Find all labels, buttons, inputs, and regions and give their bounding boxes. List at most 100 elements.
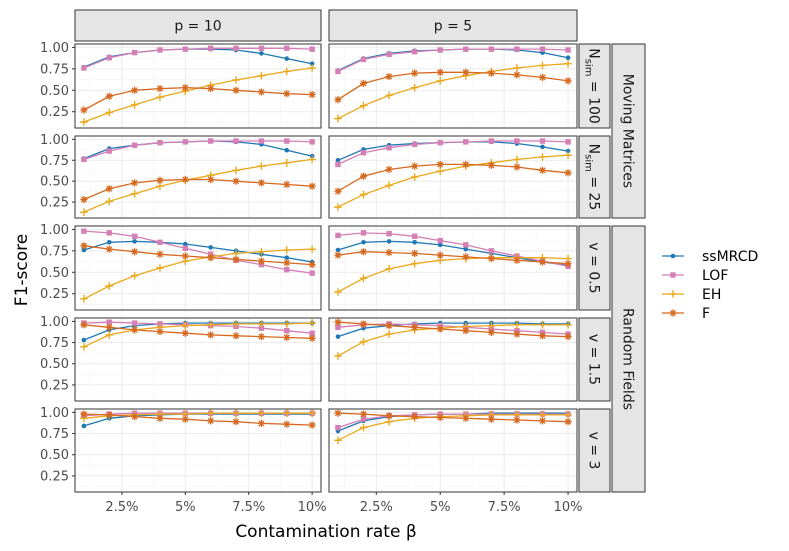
group-strip-moving-matrices: Moving Matrices xyxy=(611,43,646,219)
panel-border xyxy=(328,317,578,402)
group-strip-label: Random Fields xyxy=(620,308,636,410)
data-point-ssmrcd xyxy=(284,147,290,153)
data-point-lof xyxy=(207,138,214,144)
data-point-f xyxy=(283,180,291,189)
data-point-eh xyxy=(513,64,521,72)
data-point-f xyxy=(308,421,316,429)
series-line-lof xyxy=(337,48,569,72)
series-f xyxy=(334,68,572,104)
panel-border xyxy=(328,135,578,219)
data-point-f xyxy=(105,185,113,193)
data-point-f xyxy=(538,166,547,174)
data-point-f xyxy=(181,329,189,337)
group-strip-random-fields: Random Fields xyxy=(611,225,646,493)
data-point-lof xyxy=(207,45,214,51)
series-line-lof xyxy=(83,140,313,161)
data-point-lof xyxy=(157,47,163,53)
data-point-lof xyxy=(437,139,443,146)
row-strip-label: v = 0.5 xyxy=(586,242,602,293)
data-point-eh xyxy=(257,409,266,418)
y-tick-label: 0.25 xyxy=(40,469,69,484)
data-point-f xyxy=(257,419,266,427)
data-point-f xyxy=(130,179,139,187)
series-eh xyxy=(334,151,572,211)
data-point-f xyxy=(334,96,342,104)
data-point-lof xyxy=(81,65,87,71)
data-point-ssmrcd xyxy=(284,56,290,61)
data-point-f xyxy=(487,415,495,423)
data-point-f xyxy=(257,333,266,341)
data-point-f xyxy=(105,323,113,331)
series-f xyxy=(334,248,572,268)
data-point-eh xyxy=(385,181,393,190)
data-point-f xyxy=(487,161,495,169)
series-line-ssmrcd xyxy=(83,240,313,263)
data-point-f xyxy=(257,88,266,96)
data-point-eh xyxy=(156,93,164,101)
panel-border xyxy=(328,408,578,493)
data-point-f xyxy=(436,68,444,76)
data-point-lof xyxy=(284,267,290,273)
data-point-eh xyxy=(513,320,521,329)
data-point-f xyxy=(513,256,521,264)
y-tick-label: 0.25 xyxy=(40,287,69,302)
data-point-eh xyxy=(282,320,291,328)
data-point-f xyxy=(411,413,419,421)
series-f xyxy=(80,321,316,342)
strip-background xyxy=(74,9,322,42)
data-point-eh xyxy=(538,61,547,70)
data-point-f xyxy=(462,327,470,335)
data-point-eh xyxy=(282,67,291,76)
panel-border xyxy=(74,317,322,402)
data-point-lof xyxy=(309,270,315,276)
data-point-lof xyxy=(233,45,239,51)
data-point-lof xyxy=(258,45,265,51)
data-point-eh xyxy=(385,330,393,338)
data-point-eh xyxy=(232,320,240,328)
series-line-f xyxy=(337,412,569,423)
group-strip-label: Moving Matrices xyxy=(620,74,636,188)
panel-border xyxy=(328,43,578,129)
data-point-lof xyxy=(514,46,520,52)
data-point-lof xyxy=(157,139,163,146)
data-point-f xyxy=(105,411,113,419)
data-point-f xyxy=(411,162,419,170)
y-tick-label: 1.00 xyxy=(40,41,69,56)
data-point-f xyxy=(385,412,393,420)
series-f xyxy=(80,84,316,114)
data-point-f xyxy=(411,323,419,331)
series-f xyxy=(80,242,316,269)
data-point-f xyxy=(207,84,215,93)
data-point-f xyxy=(513,163,521,171)
data-point-f xyxy=(181,175,189,184)
data-point-eh xyxy=(156,264,164,272)
data-point-lof xyxy=(182,245,189,251)
data-point-lof xyxy=(411,49,418,55)
data-point-eh xyxy=(282,158,291,167)
series-line-lof xyxy=(337,413,569,429)
data-point-eh xyxy=(359,274,368,283)
data-point-eh xyxy=(564,320,572,329)
data-point-lof xyxy=(182,46,189,52)
data-point-f xyxy=(181,84,189,92)
y-tick-label: 0.75 xyxy=(40,62,69,77)
x-tick-label: 10% xyxy=(554,500,583,515)
row-strip-n-sim-100: Nsim = 100 xyxy=(578,43,611,129)
data-point-lof xyxy=(309,330,315,336)
data-point-eh xyxy=(206,409,215,418)
data-point-eh xyxy=(538,153,547,161)
series-line-ssmrcd xyxy=(337,240,569,267)
data-point-lof xyxy=(360,56,367,63)
data-point-eh xyxy=(282,246,291,254)
strip-background xyxy=(611,43,646,219)
row-strip-label: Nsim = 25 xyxy=(583,144,602,211)
data-point-lof xyxy=(309,139,315,145)
strip-background xyxy=(578,43,611,129)
data-point-lof xyxy=(131,142,138,148)
data-point-f xyxy=(487,328,495,336)
data-point-eh xyxy=(359,190,368,199)
data-point-eh xyxy=(257,71,266,80)
data-point-lof xyxy=(360,416,367,422)
series-eh xyxy=(80,155,316,216)
legend-label: ssMRCD xyxy=(702,249,758,265)
